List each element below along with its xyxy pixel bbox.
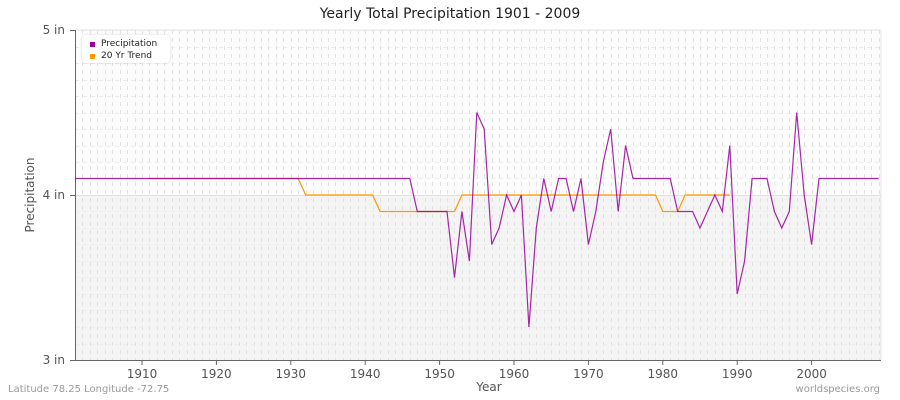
- chart-title: Yearly Total Precipitation 1901 - 2009: [319, 6, 581, 22]
- x-tick-label: 1980: [648, 367, 679, 381]
- y-tick-label: 5 in: [43, 23, 65, 37]
- legend-label: 20 Yr Trend: [101, 51, 153, 61]
- y-axis-title: Precipitation: [23, 157, 37, 232]
- precipitation-swatch-icon: [90, 41, 95, 47]
- x-tick-label: 1960: [499, 367, 530, 381]
- legend-label: Precipitation: [101, 39, 158, 49]
- location-label: Latitude 78.25 Longitude -72.75: [8, 384, 170, 395]
- legend-item-precipitation: Precipitation: [90, 39, 157, 49]
- x-tick-label: 1970: [573, 367, 604, 381]
- x-tick-label: 1990: [722, 367, 753, 381]
- chart-legend: Precipitation 20 Yr Trend: [82, 35, 170, 63]
- x-tick-label: 1930: [276, 367, 307, 381]
- precipitation-line: [75, 112, 879, 328]
- source-label: worldspecies.org: [795, 384, 880, 395]
- x-tick-label: 1910: [127, 367, 158, 381]
- y-tick-label: 3 in: [43, 353, 65, 367]
- x-tick-label: 1950: [424, 367, 455, 381]
- x-tick-label: 1940: [350, 367, 381, 381]
- x-tick-label: 1920: [201, 367, 232, 381]
- trend-swatch-icon: [90, 53, 95, 59]
- x-tick-label: 2000: [796, 367, 827, 381]
- legend-item-trend: 20 Yr Trend: [90, 51, 152, 61]
- x-axis-title: Year: [475, 380, 501, 394]
- y-tick-label: 4 in: [43, 188, 65, 202]
